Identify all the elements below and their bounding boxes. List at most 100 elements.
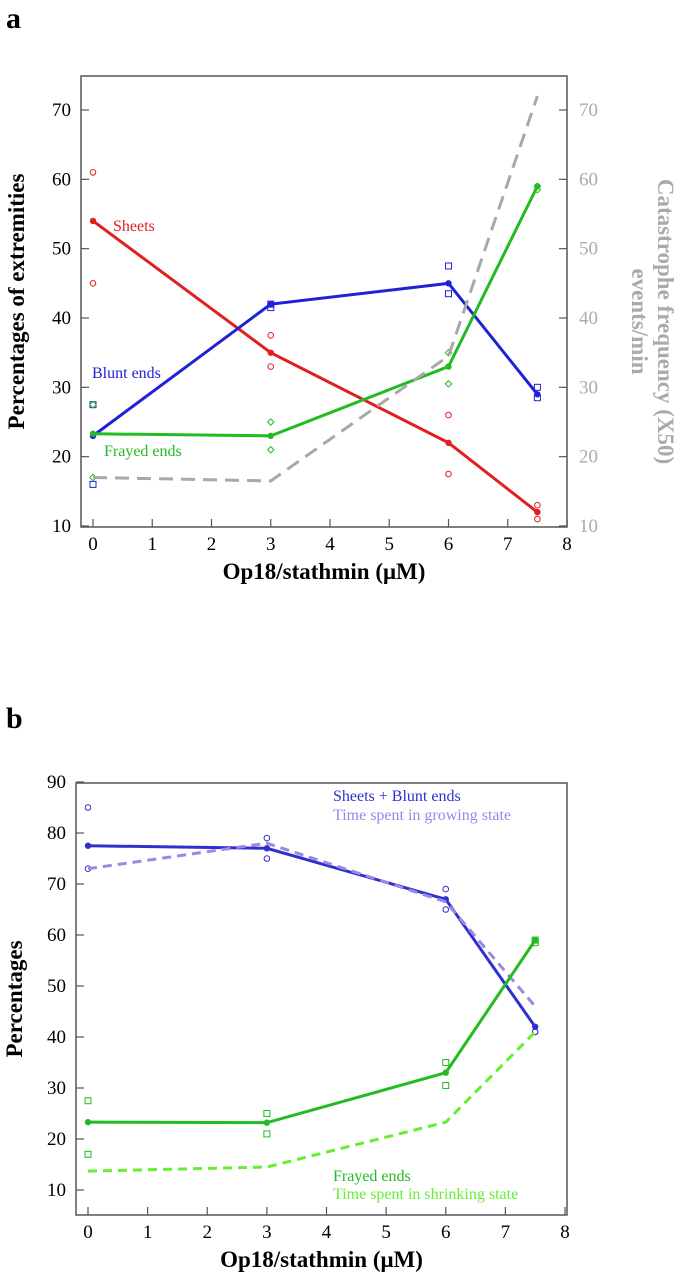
y2-tick-label: 20: [579, 447, 598, 468]
y-tick-label: 80: [47, 823, 66, 844]
y2-axis-label: events/min: [627, 268, 652, 374]
mean-point: [534, 508, 541, 516]
y-tick-label: 30: [47, 1078, 66, 1099]
mean-point: [84, 1118, 92, 1126]
replicate-point: [534, 501, 541, 509]
replicate-point: [89, 280, 97, 287]
series-line-1: [92, 281, 539, 438]
plot-frame: [80, 75, 568, 528]
x-tick-label: 6: [444, 534, 454, 555]
series-label-blunt-ends: Blunt ends: [92, 365, 161, 382]
y-tick-label: 30: [52, 377, 71, 398]
x-tick-label: 2: [203, 1222, 213, 1243]
mean-point: [445, 439, 452, 446]
x-tick-label: 1: [148, 534, 158, 555]
replicate-point: [263, 1110, 271, 1117]
mean-point: [445, 363, 452, 370]
replicate-point: [84, 804, 92, 811]
replicate-point: [89, 480, 97, 488]
panel-b-chart: 0 1 2 3 4 5 6 7 8 10 20 30 40 50 60 70 80 90 Op18/stathmin…: [2, 772, 570, 1272]
mean-point: [89, 430, 97, 437]
mean-point: [445, 280, 452, 287]
y-tick-label: 10: [52, 516, 71, 537]
series-line-0: [87, 844, 537, 1028]
x-tick-label: 8: [562, 534, 572, 555]
series-line-2: [87, 939, 537, 1125]
replicate-point: [267, 304, 275, 312]
replicate-point: [531, 1028, 539, 1036]
series-line-1: [87, 841, 537, 1008]
y-tick-label: 60: [52, 169, 71, 190]
replicate-point: [263, 834, 271, 842]
y-tick-label: 40: [47, 1027, 66, 1048]
y2-tick-label: 40: [579, 308, 598, 329]
mean-point: [263, 1119, 271, 1126]
x-tick-label: 6: [441, 1222, 451, 1243]
series-label-growing-time: Time spent in growing state: [333, 807, 511, 824]
y2-axis-label: Catastrophe frequency (X50): [653, 179, 678, 464]
mean-point: [263, 845, 271, 852]
series-label-frayed-ends: Frayed ends: [104, 443, 182, 460]
x-axis-label: Op18/stathmin (μM): [223, 559, 426, 584]
series-line-3: [92, 95, 539, 483]
replicate-point: [84, 1097, 92, 1105]
x-tick-label: 2: [207, 534, 217, 555]
x-tick-label: 5: [385, 534, 395, 555]
replicate-point: [263, 1130, 271, 1138]
replicate-point: [89, 169, 97, 176]
x-tick-label: 7: [501, 1222, 511, 1243]
x-axis-label: Op18/stathmin (μM): [220, 1247, 423, 1272]
x-tick-label: 3: [262, 1222, 272, 1243]
y-tick-label: 60: [47, 925, 66, 946]
y-axis-label: Percentages of extremities: [4, 174, 29, 430]
replicate-point: [445, 262, 452, 270]
mean-point: [84, 842, 92, 849]
x-tick-label: 8: [560, 1222, 570, 1243]
series-line-3: [87, 1030, 537, 1173]
replicate-point: [533, 394, 541, 402]
replicate-point: [445, 290, 452, 298]
replicate-point: [263, 855, 271, 862]
y-tick-label: 70: [52, 100, 71, 121]
replicate-point: [267, 363, 275, 370]
mean-point: [442, 1069, 449, 1076]
series-label-sheets: Sheets: [113, 218, 155, 235]
y-axis-label: Percentages: [2, 940, 27, 1057]
x-tick-label: 5: [381, 1222, 391, 1243]
series-label-frayed-ends: Frayed ends: [333, 1168, 411, 1185]
replicate-point: [534, 515, 541, 523]
x-tick-label: 0: [88, 534, 98, 555]
replicate-point: [445, 411, 452, 419]
replicate-point: [533, 185, 542, 194]
y2-tick-label: 70: [579, 100, 598, 121]
replicate-point: [442, 885, 450, 893]
replicate-point: [89, 401, 97, 409]
y-tick-label: 50: [47, 976, 66, 997]
x-tick-label: 1: [143, 1222, 153, 1243]
replicate-point: [531, 939, 539, 947]
x-tick-label: 4: [325, 534, 335, 555]
replicate-point: [442, 1059, 450, 1066]
replicate-point: [84, 1150, 92, 1158]
x-tick-label: 7: [503, 534, 513, 555]
y-tick-label: 20: [47, 1129, 66, 1150]
x-tick-label: 0: [83, 1222, 93, 1243]
replicate-point: [533, 182, 542, 191]
mean-point: [531, 1023, 539, 1030]
replicate-point: [445, 470, 452, 478]
series-line-0: [92, 219, 539, 514]
series-line-2: [92, 185, 539, 438]
plot-frame: [75, 782, 568, 1216]
replicate-point: [266, 418, 275, 426]
x-tick-label: 4: [322, 1222, 332, 1243]
replicate-point: [442, 1081, 450, 1089]
mean-point: [267, 432, 274, 440]
panel-b-label: b: [6, 702, 23, 735]
y-tick-label: 40: [52, 308, 71, 329]
series-label-shrinking-time: Time spent in shrinking state: [333, 1186, 518, 1203]
x-tick-label: 3: [266, 534, 276, 555]
y2-tick-label: 60: [579, 169, 598, 190]
replicate-point: [266, 445, 275, 454]
mean-point: [267, 349, 274, 356]
